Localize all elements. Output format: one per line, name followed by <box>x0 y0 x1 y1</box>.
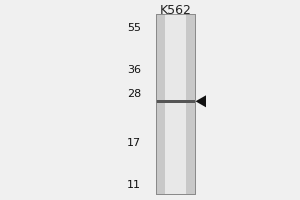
Bar <box>156 14 195 194</box>
Text: K562: K562 <box>160 4 191 17</box>
Text: 28: 28 <box>127 89 141 99</box>
Bar <box>156 100 195 103</box>
Text: 36: 36 <box>127 65 141 75</box>
Polygon shape <box>196 95 206 107</box>
Bar <box>165 14 186 194</box>
Text: 55: 55 <box>127 23 141 33</box>
Text: 17: 17 <box>127 138 141 148</box>
Bar <box>156 14 195 194</box>
Text: 11: 11 <box>127 180 141 190</box>
